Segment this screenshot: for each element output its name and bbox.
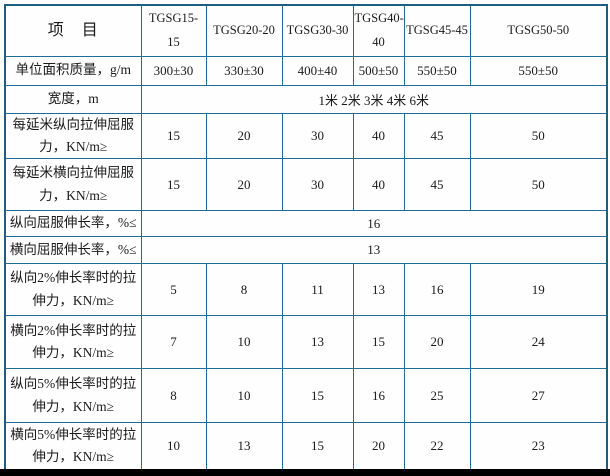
value-cell: 30 bbox=[281, 158, 354, 212]
value-cell: 15 bbox=[281, 368, 354, 424]
value-cell: 8 bbox=[140, 368, 207, 424]
value-cell: 19 bbox=[469, 263, 608, 317]
value-cell: 15 bbox=[352, 315, 405, 370]
value-cell: 13 bbox=[352, 263, 405, 317]
table-row-trans-elongation: 横向屈服伸长率，%≤ 13 bbox=[4, 236, 608, 265]
value-cell: 27 bbox=[469, 368, 608, 424]
item-header-cell: 项 目 bbox=[4, 4, 142, 57]
value-cell: 20 bbox=[352, 422, 405, 472]
value-cell: 8 bbox=[205, 263, 283, 317]
value-cell: 20 bbox=[205, 158, 283, 212]
value-cell: 10 bbox=[140, 422, 207, 472]
value-cell: 40 bbox=[352, 112, 405, 160]
table-row-trans-2pct-force: 横向2%伸长率时的拉 伸力，KN/m≥ 7 10 13 15 20 24 bbox=[4, 315, 608, 370]
value-cell: 20 bbox=[205, 112, 283, 160]
column-header-tgsg15-15: TGSG15- 15 bbox=[140, 4, 207, 57]
value-cell: 10 bbox=[205, 368, 283, 424]
spec-table: 项 目 TGSG15- 15 TGSG20-20 TGSG30-30 TGSG4… bbox=[4, 4, 608, 472]
table-row-width: 宽度，m 1米 2米 3米 4米 6米 bbox=[4, 84, 608, 114]
value-cell: 13 bbox=[281, 315, 354, 370]
span-value-cell: 16 bbox=[140, 210, 608, 238]
column-header-tgsg50-50: TGSG50-50 bbox=[469, 4, 608, 57]
column-header-tgsg45-45: TGSG45-45 bbox=[403, 4, 471, 57]
value-cell: 16 bbox=[403, 263, 471, 317]
table-row-mass: 单位面积质量，g/m 300±30 330±30 400±40 500±50 5… bbox=[4, 55, 608, 86]
row-label-cell: 纵向屈服伸长率，%≤ bbox=[4, 210, 142, 238]
value-cell: 45 bbox=[403, 112, 471, 160]
value-cell: 40 bbox=[352, 158, 405, 212]
table-row-trans-yield-force: 每延米横向拉伸屈服 力，KN/m≥ 15 20 30 40 45 50 bbox=[4, 158, 608, 212]
table-row-long-2pct-force: 纵向2%伸长率时的拉 伸力，KN/m≥ 5 8 11 13 16 19 bbox=[4, 263, 608, 317]
value-cell: 45 bbox=[403, 158, 471, 212]
span-value-cell: 1米 2米 3米 4米 6米 bbox=[140, 84, 608, 114]
value-cell: 23 bbox=[469, 422, 608, 472]
value-cell: 7 bbox=[140, 315, 207, 370]
table-row-long-yield-force: 每延米纵向拉伸屈服 力，KN/m≥ 15 20 30 40 45 50 bbox=[4, 112, 608, 160]
table-row-trans-5pct-force: 横向5%伸长率时的拉 伸力，KN/m≥ 10 13 15 20 22 23 bbox=[4, 422, 608, 472]
value-cell: 300±30 bbox=[140, 55, 207, 86]
value-cell: 16 bbox=[352, 368, 405, 424]
column-header-tgsg20-20: TGSG20-20 bbox=[205, 4, 283, 57]
table-row-long-elongation: 纵向屈服伸长率，%≤ 16 bbox=[4, 210, 608, 238]
header-row: 项 目 TGSG15- 15 TGSG20-20 TGSG30-30 TGSG4… bbox=[4, 4, 608, 57]
value-cell: 550±50 bbox=[469, 55, 608, 86]
value-cell: 10 bbox=[205, 315, 283, 370]
row-label-cell: 每延米横向拉伸屈服 力，KN/m≥ bbox=[4, 158, 142, 212]
value-cell: 11 bbox=[281, 263, 354, 317]
value-cell: 22 bbox=[403, 422, 471, 472]
row-label-cell: 横向屈服伸长率，%≤ bbox=[4, 236, 142, 265]
value-cell: 5 bbox=[140, 263, 207, 317]
value-cell: 550±50 bbox=[403, 55, 471, 86]
value-cell: 24 bbox=[469, 315, 608, 370]
value-cell: 15 bbox=[140, 112, 207, 160]
value-cell: 25 bbox=[403, 368, 471, 424]
value-cell: 50 bbox=[469, 158, 608, 212]
row-label-cell: 横向5%伸长率时的拉 伸力，KN/m≥ bbox=[4, 422, 142, 472]
value-cell: 13 bbox=[205, 422, 283, 472]
row-label-cell: 纵向5%伸长率时的拉 伸力，KN/m≥ bbox=[4, 368, 142, 424]
column-header-tgsg30-30: TGSG30-30 bbox=[281, 4, 354, 57]
table-row-long-5pct-force: 纵向5%伸长率时的拉 伸力，KN/m≥ 8 10 15 16 25 27 bbox=[4, 368, 608, 424]
value-cell: 330±30 bbox=[205, 55, 283, 86]
value-cell: 50 bbox=[469, 112, 608, 160]
row-label-cell: 纵向2%伸长率时的拉 伸力，KN/m≥ bbox=[4, 263, 142, 317]
row-label-cell: 单位面积质量，g/m bbox=[4, 55, 142, 86]
span-value-cell: 13 bbox=[140, 236, 608, 265]
value-cell: 20 bbox=[403, 315, 471, 370]
value-cell: 30 bbox=[281, 112, 354, 160]
value-cell: 400±40 bbox=[281, 55, 354, 86]
bottom-edge-bar bbox=[0, 469, 610, 476]
row-label-cell: 横向2%伸长率时的拉 伸力，KN/m≥ bbox=[4, 315, 142, 370]
value-cell: 15 bbox=[281, 422, 354, 472]
row-label-cell: 宽度，m bbox=[4, 84, 142, 114]
column-header-tgsg40-40: TGSG40- 40 bbox=[352, 4, 405, 57]
value-cell: 15 bbox=[140, 158, 207, 212]
row-label-cell: 每延米纵向拉伸屈服 力，KN/m≥ bbox=[4, 112, 142, 160]
value-cell: 500±50 bbox=[352, 55, 405, 86]
